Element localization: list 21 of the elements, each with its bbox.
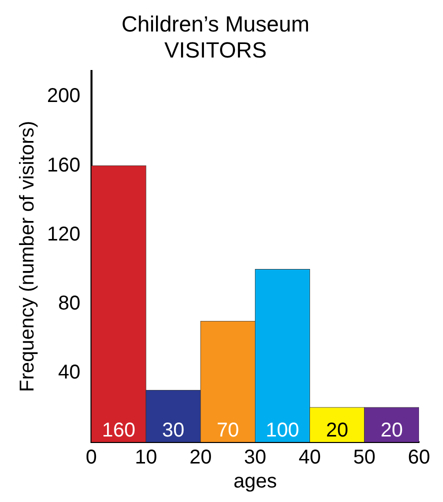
data-label: 100 [266, 420, 300, 442]
data-label: 20 [326, 420, 348, 442]
y-axis-title: Frequency (number of visitors) [16, 120, 39, 392]
x-tick-label: 10 [134, 446, 158, 469]
data-label: 160 [102, 420, 136, 442]
x-axis-title: ages [233, 470, 277, 493]
x-tick-label: 0 [86, 446, 97, 469]
y-tick-label: 200 [46, 85, 80, 108]
data-label: 70 [216, 420, 240, 442]
y-tick-label: 40 [58, 361, 80, 384]
chart-title: Children’s Museum VISITORS [122, 11, 310, 63]
x-tick-label: 50 [353, 446, 376, 469]
x-tick-label: 20 [189, 446, 212, 469]
data-label: 30 [162, 420, 184, 442]
y-tick-label: 120 [46, 223, 80, 246]
y-tick-label: 160 [46, 154, 80, 176]
x-tick-label: 60 [408, 446, 430, 469]
x-tick-label: 40 [298, 446, 321, 469]
data-label: 20 [380, 420, 403, 442]
x-tick-label: 30 [244, 446, 266, 469]
y-tick-label: 80 [58, 292, 80, 314]
